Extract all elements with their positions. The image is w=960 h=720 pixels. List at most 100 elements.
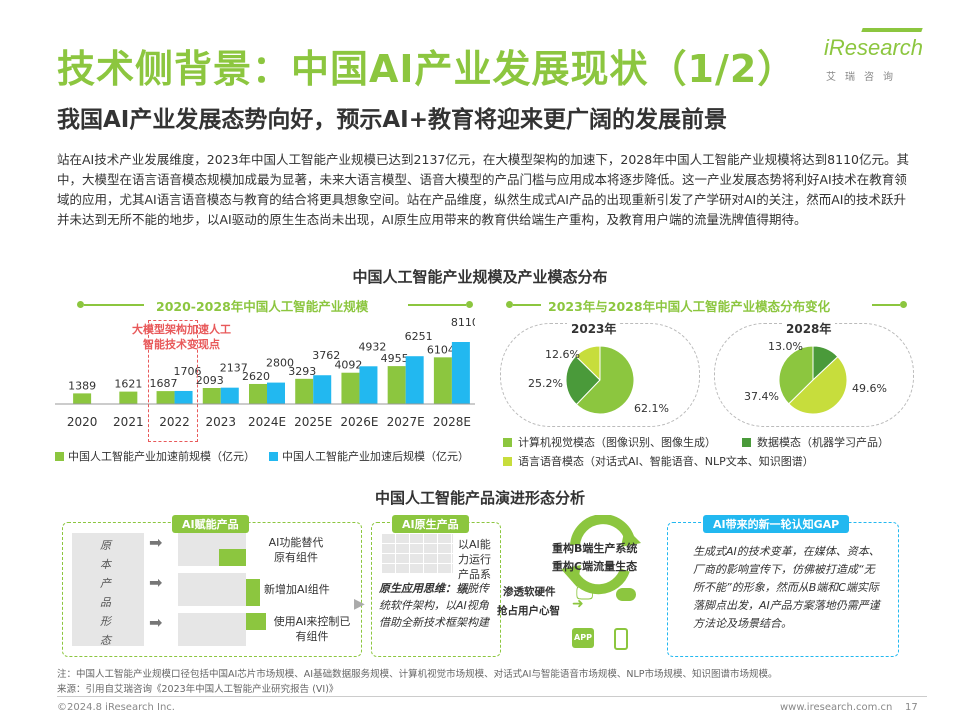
legend-label: 计算机视觉模态（图像识别、图像生成）	[518, 436, 716, 449]
x-tick-2020: 2020	[67, 415, 98, 429]
legend-swatch-after	[269, 451, 278, 461]
pie-2028-slice-0	[778, 345, 814, 405]
cycle-icon	[561, 515, 641, 595]
bar-label-before-2020: 1389	[68, 379, 96, 392]
bar-label-before-2022: 1687	[150, 377, 178, 390]
flow-text-b: 重构B端生产系统	[552, 542, 638, 555]
bar-label-after-2026E: 4932	[358, 340, 386, 353]
pie-legend-item: 计算机视觉模态（图像识别、图像生成）	[503, 434, 716, 450]
flow-text-c: 重构C端流量生态	[552, 560, 638, 573]
arrow-right-icon: ➡	[149, 613, 163, 632]
bar-before-2021	[119, 391, 138, 404]
note-text: 注：中国人工智能产业规模口径包括中国AI芯片市场规模、AI基础数据服务规模、计算…	[57, 669, 778, 680]
bar-label-before-2025E: 3293	[288, 365, 316, 378]
bar-legend: 中国人工智能产业加速前规模（亿元） 中国人工智能产业加速后规模（亿元）	[55, 448, 469, 464]
bar-label-after-2025E: 3762	[312, 349, 340, 362]
deco-line	[872, 304, 900, 306]
annotation-box	[148, 320, 198, 442]
deco-line	[513, 304, 541, 306]
pie-2028-label-data: 13.0%	[768, 340, 803, 353]
bar-before-2020	[73, 393, 92, 404]
component-block	[178, 573, 246, 606]
footer-divider	[57, 696, 927, 697]
pie-section-subtitle: 2023年与2028年中国人工智能产业模态分布变化	[548, 299, 831, 314]
logo-accent	[861, 28, 923, 32]
bar-label-after-2027E: 6251	[405, 330, 433, 343]
native-thinking: 原生应用思维：摆脱传统软件架构，以AI视角借助全新技术框架构建	[379, 580, 497, 631]
deco-dot	[77, 301, 84, 308]
bar-label-before-2023: 2093	[196, 374, 224, 387]
page-subtitle: 我国AI产业发展态势向好，预示AI+教育将迎来更广阔的发展前景	[57, 107, 727, 133]
x-tick-2022: 2022	[159, 415, 190, 429]
flow-text-penetrate: 渗透软硬件	[503, 586, 556, 598]
deco-dot	[900, 301, 907, 308]
legend-label: 语言语音模态（对话式AI、智能语音、NLP文本、知识图谱）	[518, 455, 814, 468]
pie-2023-label-language: 12.6%	[545, 348, 580, 361]
pie-legend-item: 数据模态（机器学习产品）	[742, 434, 889, 450]
original-form-block	[72, 533, 144, 646]
bar-after-2024E	[267, 382, 285, 404]
legend-label-after: 中国人工智能产业加速后规模（亿元）	[282, 450, 469, 463]
bar-after-2023	[220, 387, 239, 404]
ai-native-label: AI原生产品	[392, 515, 469, 533]
arrow-right-icon: ➡	[149, 573, 163, 592]
annotation-line2: 智能技术变现点	[143, 338, 220, 351]
legend-label-before: 中国人工智能产业加速前规模（亿元）	[68, 450, 255, 463]
cognition-gap-label: AI带来的新一轮认知GAP	[703, 515, 850, 533]
original-form-label: 原本产品形态	[100, 539, 111, 647]
intro-paragraph: 站在AI技术产业发展维度，2023年中国人工智能产业规模已达到2137亿元，在大…	[57, 152, 909, 227]
x-tick-2025E: 2025E	[294, 415, 332, 429]
pie-2028-label-language: 49.6%	[852, 382, 887, 395]
logo: iResearch	[824, 35, 924, 60]
app-icon: APP	[572, 628, 594, 648]
deco-dot	[506, 301, 513, 308]
pie-2028-title: 2028年	[782, 320, 836, 337]
footer-url: www.iresearch.com.cn	[780, 702, 893, 713]
phone-icon	[614, 628, 628, 650]
annotation-line1: 大模型架构加速人工	[132, 323, 231, 336]
bar-before-2027E	[387, 366, 406, 404]
deco-dot	[466, 301, 473, 308]
x-tick-2023: 2023	[206, 415, 237, 429]
legend-swatch	[742, 437, 751, 447]
bar-before-2024E	[249, 383, 267, 404]
monitor-icon: 🖵	[576, 583, 594, 604]
component-block	[178, 613, 246, 646]
row2-text: 新增加AI组件	[264, 583, 330, 596]
section2-title: 中国人工智能产品演进形态分析	[374, 489, 585, 507]
page-number: 17	[905, 702, 918, 713]
legend-swatch	[503, 437, 512, 447]
bar-after-2025E	[313, 375, 332, 404]
bar-before-2023	[202, 387, 221, 404]
bar-label-before-2026E: 4092	[334, 359, 362, 372]
legend-label: 数据模态（机器学习产品）	[757, 436, 889, 449]
bar-label-after-2028E: 8110	[451, 318, 475, 329]
bar-label-before-2028E: 6104	[427, 343, 455, 356]
bar-label-before-2021: 1621	[114, 378, 142, 391]
source-text: 来源：引用自艾瑞咨询《2023年中国人工智能产业研究报告 (VI)》	[57, 684, 339, 695]
flow-text-mind: 抢占用户心智	[497, 605, 560, 617]
deco-line	[408, 304, 466, 306]
pie-2023-label-vision: 62.1%	[634, 402, 669, 415]
pie-2023-slice-0	[575, 345, 635, 415]
bar-after-2026E	[359, 366, 378, 404]
arrow-right-icon: ➜	[572, 596, 584, 612]
native-thinking-text: 摆脱传统软件架构，以AI视角借助全新技术框架构建	[379, 582, 489, 629]
x-tick-2021: 2021	[113, 415, 144, 429]
deco-line	[84, 304, 144, 306]
component-ai-bar	[219, 549, 246, 566]
x-tick-2028E: 2028E	[433, 415, 471, 429]
bar-label-after-2022: 1706	[174, 365, 202, 378]
x-tick-2026E: 2026E	[340, 415, 378, 429]
page-title: 技术侧背景：中国AI产业发展现状（1/2）	[57, 47, 797, 91]
pie-2023-label-data: 25.2%	[528, 377, 563, 390]
pie-2028-label-vision: 37.4%	[744, 390, 779, 403]
cloud-icon	[616, 588, 636, 601]
bar-label-before-2024E: 2620	[242, 370, 270, 383]
arrow-right-icon: ➡	[149, 533, 163, 552]
bar-label-before-2027E: 4955	[381, 352, 409, 365]
native-grid-block	[381, 533, 453, 573]
row1-text: AI功能替代原有组件	[268, 536, 324, 564]
pie-2028-slice-2	[788, 356, 848, 415]
